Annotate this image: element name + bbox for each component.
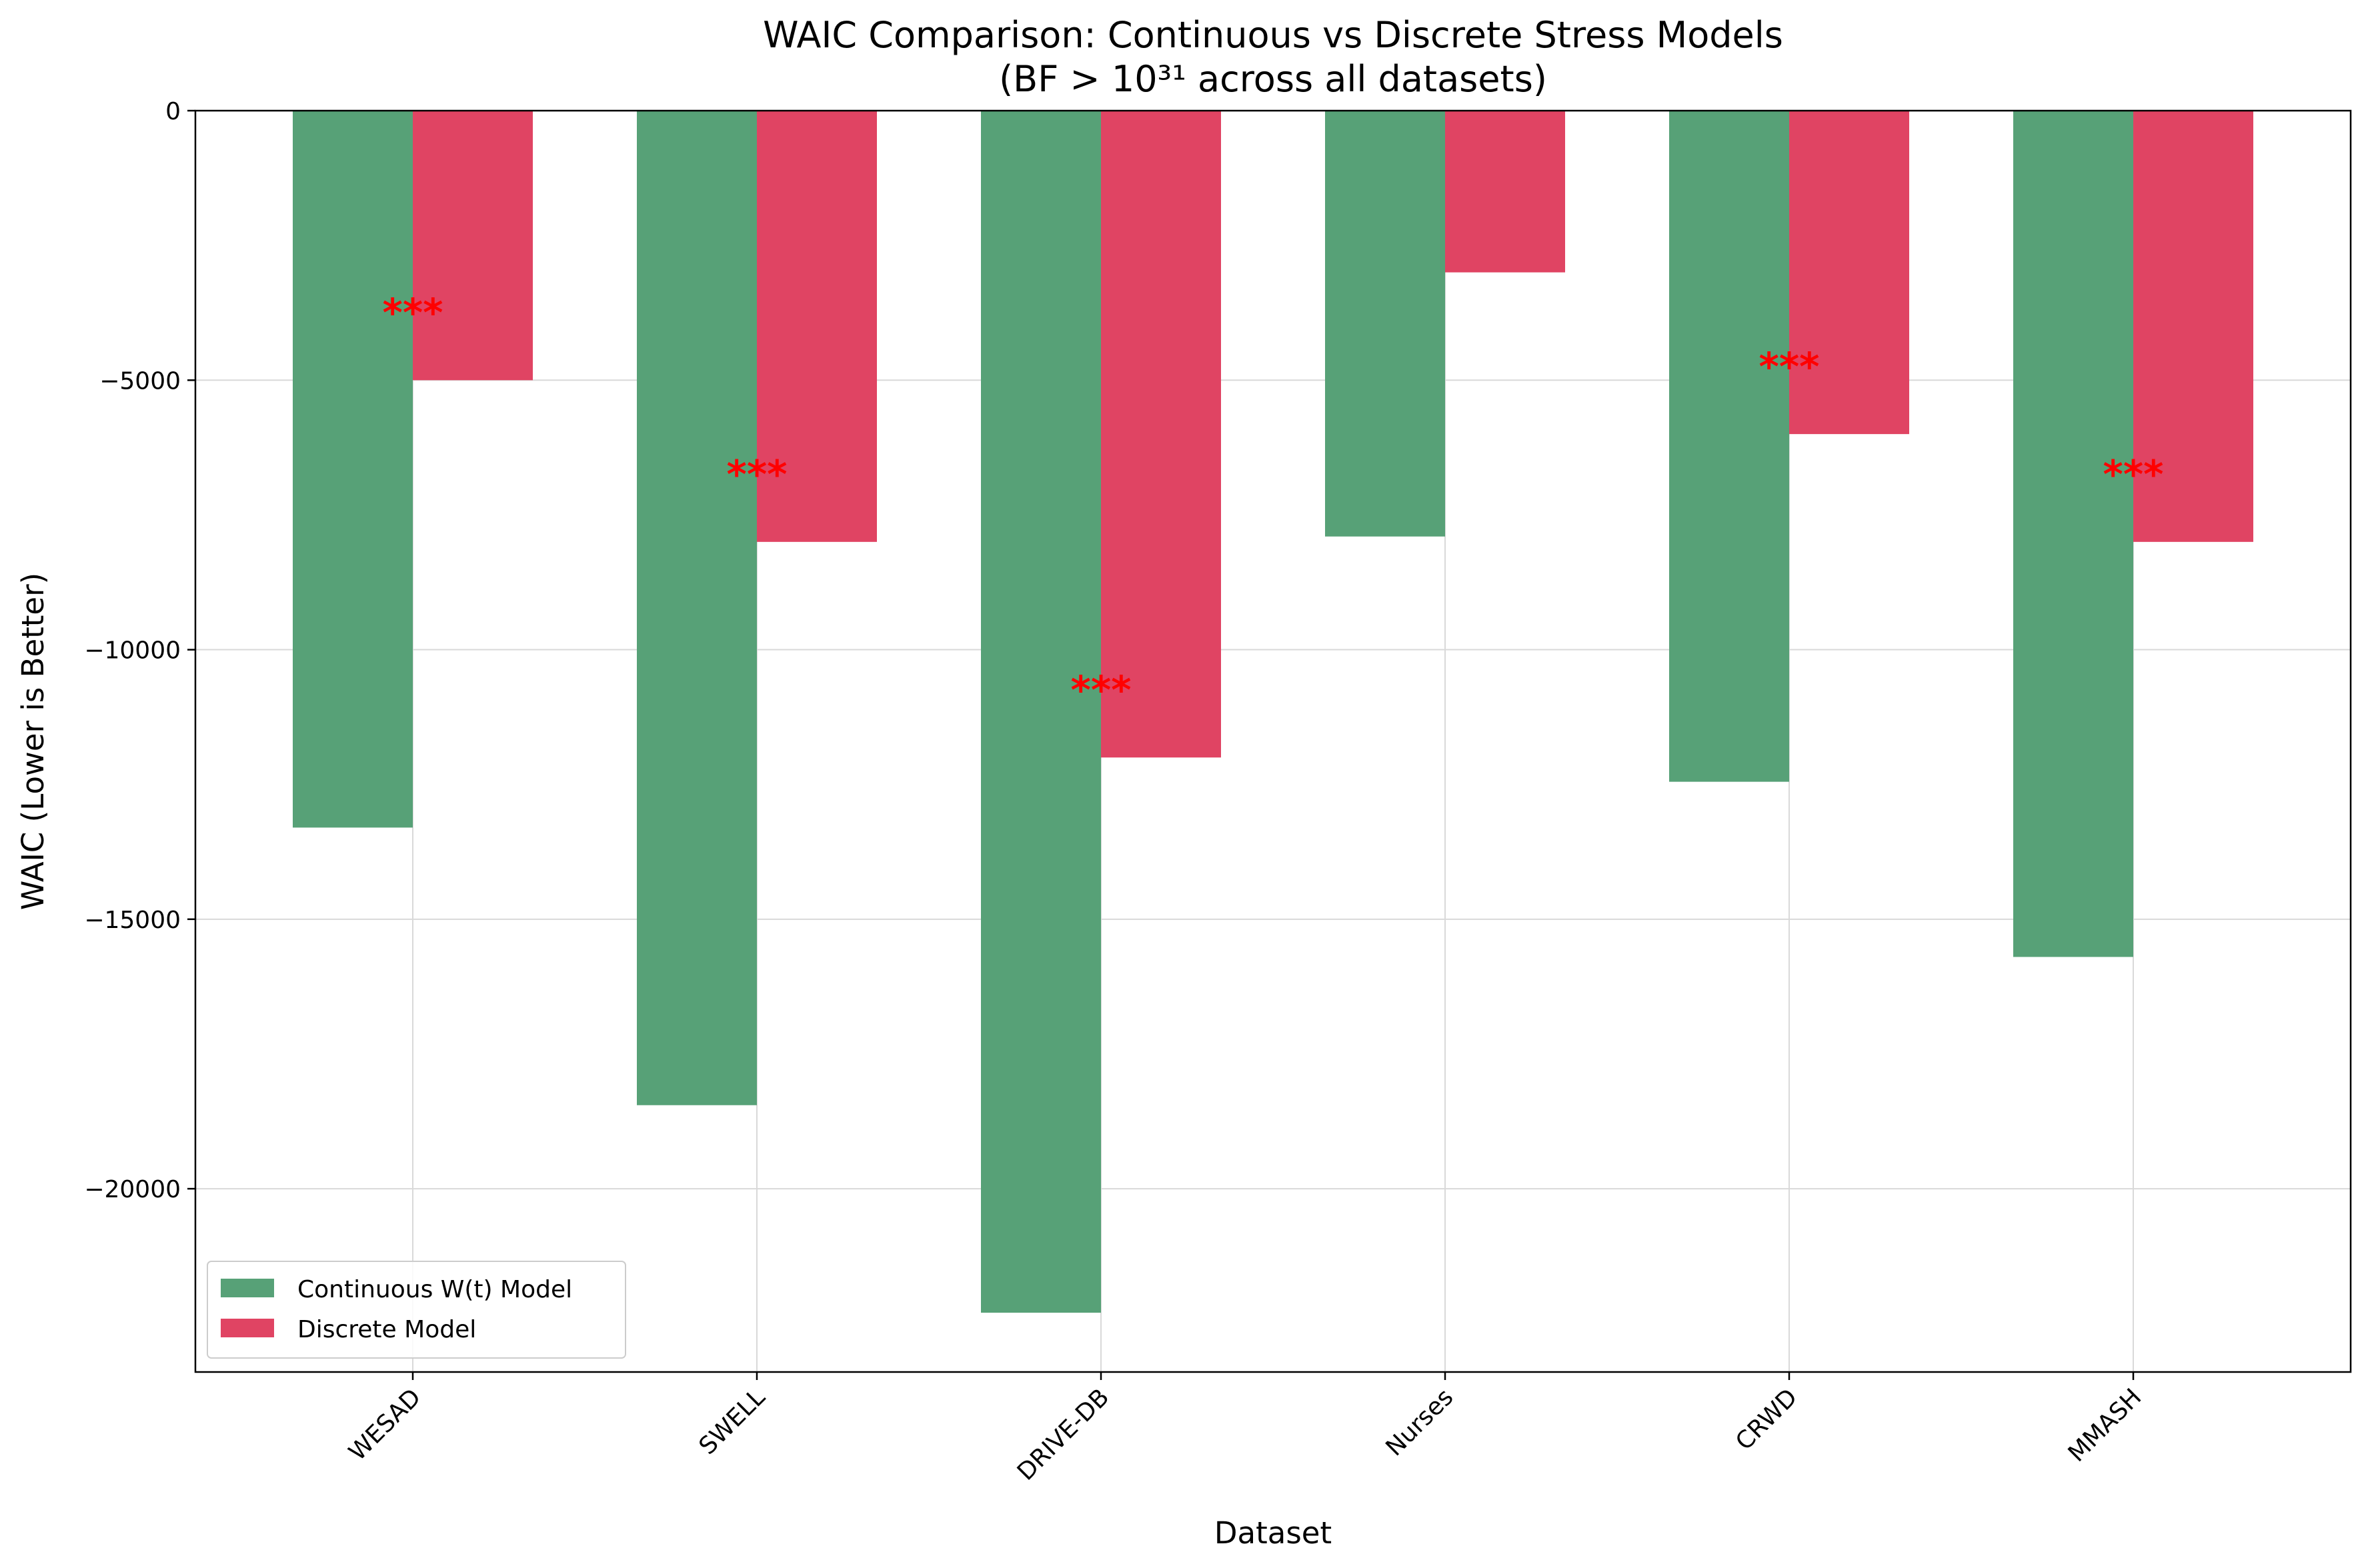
bars (293, 111, 2253, 1313)
legend-label-discrete: Discrete Model (297, 1316, 476, 1343)
bar-discrete-crwd (1789, 111, 1909, 435)
plot-frame (194, 109, 2352, 1373)
significance-marker-drive-db: *** (1071, 667, 1132, 713)
significance-annotations: *** *** *** *** *** (383, 290, 2164, 713)
bar-discrete-mmash (2133, 111, 2253, 542)
bar-continuous-nurses (1325, 111, 1445, 537)
chart-title-line1: WAIC Comparison: Continuous vs Discrete … (763, 14, 1783, 56)
y-axis-label: WAIC (Lower is Better) (15, 573, 51, 910)
x-axis-label: Dataset (1214, 1515, 1332, 1551)
x-tick-label-drive-db: DRIVE-DB (1012, 1383, 1115, 1486)
bar-continuous-wesad (293, 111, 413, 828)
bar-continuous-drive-db (981, 111, 1101, 1313)
significance-marker-crwd: *** (1759, 344, 1820, 389)
bar-discrete-nurses (1445, 111, 1565, 273)
legend: Continuous W(t) Model Discrete Model (207, 1261, 626, 1359)
bar-discrete-swell (757, 111, 877, 542)
y-tick-label: −20000 (84, 1176, 181, 1203)
legend-label-continuous: Continuous W(t) Model (297, 1276, 572, 1303)
x-tick-label-nurses: Nurses (1381, 1383, 1459, 1461)
x-tick-label-wesad: WESAD (343, 1383, 426, 1466)
legend-swatch-continuous (221, 1279, 274, 1297)
y-tick-label: 0 (165, 98, 181, 125)
bar-discrete-wesad (413, 111, 533, 381)
legend-swatch-discrete (221, 1319, 274, 1337)
chart-title-line2: (BF > 10³¹ across all datasets) (999, 58, 1547, 100)
x-tick-label-swell: SWELL (694, 1383, 771, 1460)
x-tick-label-mmash: MMASH (2063, 1383, 2147, 1467)
bar-continuous-swell (637, 111, 757, 1105)
legend-box (207, 1261, 626, 1359)
y-axis: 0 −5000 −10000 −15000 −20000 (84, 98, 195, 1203)
y-tick-label: −15000 (84, 907, 181, 934)
significance-marker-swell: *** (727, 452, 788, 497)
bar-continuous-crwd (1669, 111, 1789, 782)
x-axis: WESAD SWELL DRIVE-DB Nurses CRWD MMASH (343, 1372, 2147, 1486)
y-tick-label: −5000 (99, 367, 181, 395)
bar-continuous-mmash (2013, 111, 2133, 957)
bar-discrete-drive-db (1101, 111, 1221, 758)
y-tick-label: −10000 (84, 637, 181, 665)
significance-marker-wesad: *** (383, 290, 443, 335)
significance-marker-mmash: *** (2103, 452, 2164, 497)
x-tick-label-crwd: CRWD (1730, 1383, 1803, 1455)
